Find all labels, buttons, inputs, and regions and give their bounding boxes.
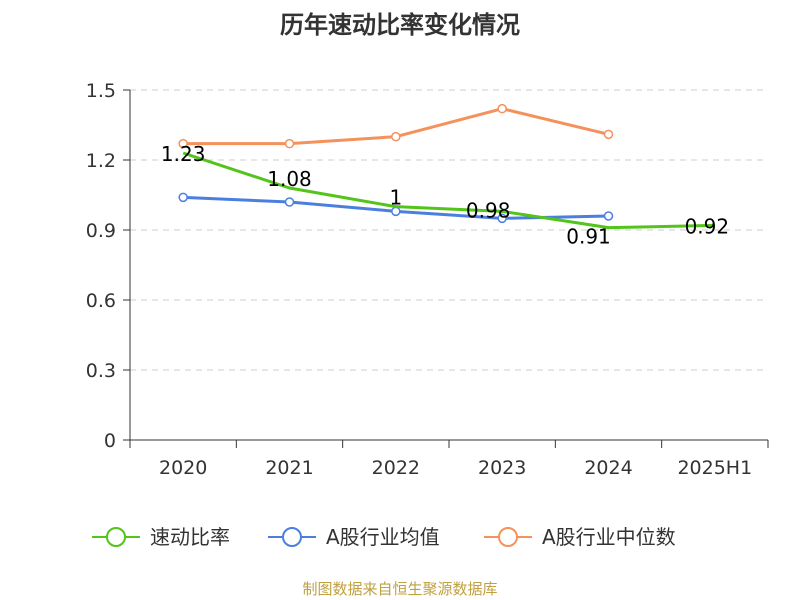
y-tick-label: 0.9 (86, 220, 116, 242)
y-tick-label: 0.3 (86, 360, 116, 382)
gridlines (130, 89, 768, 371)
legend-item-industry-mean[interactable]: A股行业均值 (268, 525, 440, 549)
data-label: 1 (389, 186, 402, 210)
axes (123, 89, 769, 448)
data-labels: 1.23 1.08 1 0.98 0.91 0.92 (161, 142, 729, 249)
y-axis-ticks: 0 0.3 0.6 0.9 1.2 1.5 (86, 80, 116, 452)
legend-label: 速动比率 (150, 525, 230, 549)
x-tick-label: 2021 (265, 457, 313, 479)
data-label: 0.98 (466, 198, 511, 222)
y-tick-label: 1.2 (86, 150, 116, 172)
data-point (284, 138, 295, 149)
chart-title: 历年速动比率变化情况 (280, 11, 520, 39)
data-label: 1.08 (267, 167, 312, 191)
x-tick-label: 2024 (584, 457, 632, 479)
series-0 (182, 151, 715, 230)
x-tick-label: 2022 (372, 457, 420, 479)
data-source-note: 制图数据来自恒生聚源数据库 (302, 580, 497, 598)
data-point (284, 197, 295, 207)
y-tick-label: 0 (104, 430, 116, 452)
data-point (603, 129, 614, 140)
x-tick-label: 2020 (159, 457, 207, 479)
series-group (178, 103, 715, 230)
series-2 (178, 103, 614, 149)
legend-label: A股行业中位数 (542, 525, 676, 549)
y-tick-label: 0.6 (86, 290, 116, 312)
data-point (178, 192, 188, 203)
y-tick-label: 1.5 (86, 80, 116, 102)
data-label: 1.23 (161, 142, 206, 166)
x-tick-label: 2023 (478, 457, 526, 479)
legend-marker-icon (498, 527, 518, 547)
data-point (497, 213, 507, 224)
legend-item-industry-median[interactable]: A股行业中位数 (484, 525, 676, 549)
data-point (178, 138, 188, 149)
data-label: 0.92 (685, 214, 730, 238)
data-point (603, 211, 614, 221)
legend[interactable]: 速动比率 A股行业均值 A股行业中位数 (92, 525, 676, 549)
legend-label: A股行业均值 (326, 525, 440, 549)
legend-marker-icon (282, 527, 302, 547)
data-point (391, 131, 401, 142)
x-axis-ticks: 2020 2021 2022 2023 2024 2025H1 (159, 457, 752, 479)
data-label: 0.91 (566, 225, 611, 249)
legend-item-speed-ratio[interactable]: 速动比率 (92, 525, 230, 549)
data-point (497, 103, 507, 114)
series-line (182, 151, 715, 230)
legend-marker-icon (106, 527, 126, 547)
x-tick-label: 2025H1 (677, 457, 752, 479)
